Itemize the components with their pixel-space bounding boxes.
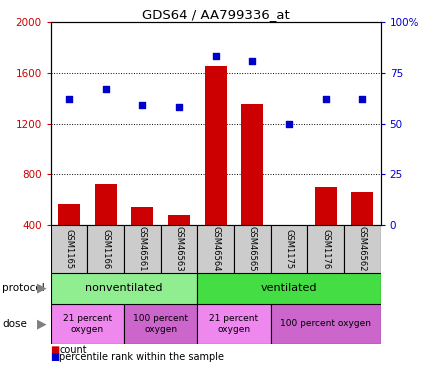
Text: GSM1176: GSM1176 xyxy=(321,229,330,269)
Text: 100 percent
oxygen: 100 percent oxygen xyxy=(133,314,188,334)
FancyBboxPatch shape xyxy=(271,225,307,273)
Point xyxy=(286,120,293,126)
FancyBboxPatch shape xyxy=(271,304,381,344)
Point xyxy=(176,104,183,110)
FancyBboxPatch shape xyxy=(234,225,271,273)
FancyBboxPatch shape xyxy=(51,304,124,344)
Text: ■: ■ xyxy=(51,345,60,355)
Point xyxy=(102,86,109,92)
Bar xyxy=(315,187,337,276)
FancyBboxPatch shape xyxy=(307,225,344,273)
FancyBboxPatch shape xyxy=(87,225,124,273)
Text: ▶: ▶ xyxy=(37,317,47,330)
FancyBboxPatch shape xyxy=(124,225,161,273)
Bar xyxy=(131,207,153,276)
Text: ▶: ▶ xyxy=(37,282,47,295)
Text: GSM46561: GSM46561 xyxy=(138,226,147,272)
Point xyxy=(66,96,73,102)
FancyBboxPatch shape xyxy=(51,225,87,273)
Point xyxy=(139,102,146,108)
Text: protocol: protocol xyxy=(2,283,45,293)
Bar xyxy=(168,215,190,276)
Text: GSM46563: GSM46563 xyxy=(174,226,183,272)
Bar xyxy=(205,66,227,276)
Point xyxy=(322,96,329,102)
Point xyxy=(359,96,366,102)
Bar xyxy=(95,184,117,276)
Text: ventilated: ventilated xyxy=(260,283,317,293)
Text: GSM46562: GSM46562 xyxy=(358,226,367,272)
Text: GSM1165: GSM1165 xyxy=(64,229,73,269)
FancyBboxPatch shape xyxy=(344,225,381,273)
FancyBboxPatch shape xyxy=(124,304,197,344)
Point xyxy=(249,57,256,63)
Text: 21 percent
oxygen: 21 percent oxygen xyxy=(63,314,112,334)
Point xyxy=(212,53,219,59)
Text: GSM46564: GSM46564 xyxy=(211,226,220,272)
Bar xyxy=(278,231,300,276)
FancyBboxPatch shape xyxy=(51,273,197,304)
Text: GSM1166: GSM1166 xyxy=(101,229,110,269)
Text: dose: dose xyxy=(2,319,27,329)
Bar xyxy=(241,104,263,276)
Text: GSM1175: GSM1175 xyxy=(284,229,293,269)
Text: count: count xyxy=(59,345,87,355)
FancyBboxPatch shape xyxy=(161,225,197,273)
Title: GDS64 / AA799336_at: GDS64 / AA799336_at xyxy=(142,8,290,21)
Text: nonventilated: nonventilated xyxy=(85,283,163,293)
Text: 21 percent
oxygen: 21 percent oxygen xyxy=(209,314,258,334)
Text: GSM46565: GSM46565 xyxy=(248,226,257,272)
FancyBboxPatch shape xyxy=(197,225,234,273)
FancyBboxPatch shape xyxy=(197,273,381,304)
Text: percentile rank within the sample: percentile rank within the sample xyxy=(59,352,224,362)
Bar xyxy=(58,203,80,276)
Bar xyxy=(351,192,373,276)
Text: 100 percent oxygen: 100 percent oxygen xyxy=(280,320,371,328)
Text: ■: ■ xyxy=(51,352,60,362)
FancyBboxPatch shape xyxy=(197,304,271,344)
